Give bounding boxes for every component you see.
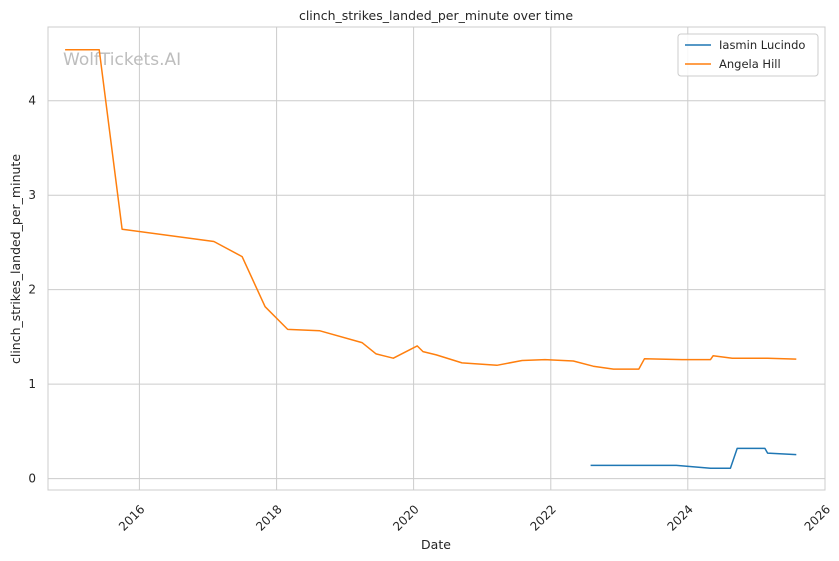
watermark-text: WolfTickets.AI bbox=[63, 50, 181, 70]
y-tick-label: 1 bbox=[28, 377, 36, 391]
x-tick-label: 2016 bbox=[116, 502, 147, 533]
y-tick-label: 3 bbox=[28, 188, 36, 202]
x-axis-title: Date bbox=[421, 537, 451, 552]
y-tick-label: 4 bbox=[28, 94, 36, 108]
x-tick-label: 2018 bbox=[253, 502, 284, 533]
legend-label-iasmin-lucindo: Iasmin Lucindo bbox=[719, 38, 805, 52]
x-tick-label: 2024 bbox=[664, 502, 695, 533]
series-lines bbox=[65, 48, 797, 470]
legend-box bbox=[677, 33, 819, 77]
y-tick-label: 2 bbox=[28, 283, 36, 297]
legend-label-angela-hill: Angela Hill bbox=[719, 57, 781, 71]
chart-title: clinch_strikes_landed_per_minute over ti… bbox=[299, 8, 573, 23]
x-tick-label: 2026 bbox=[802, 502, 833, 533]
grid-lines bbox=[48, 27, 826, 490]
series-line-iasmin-lucindo bbox=[590, 447, 797, 470]
y-tick-label: 0 bbox=[28, 472, 36, 486]
x-tick-label: 2020 bbox=[390, 502, 421, 533]
y-axis-title: clinch_strikes_landed_per_minute bbox=[8, 154, 23, 364]
legend: Iasmin Lucindo Angela Hill bbox=[677, 33, 819, 77]
x-tick-label: 2022 bbox=[527, 502, 558, 533]
plot-area-frame bbox=[47, 26, 826, 491]
series-line-angela-hill bbox=[65, 48, 797, 370]
